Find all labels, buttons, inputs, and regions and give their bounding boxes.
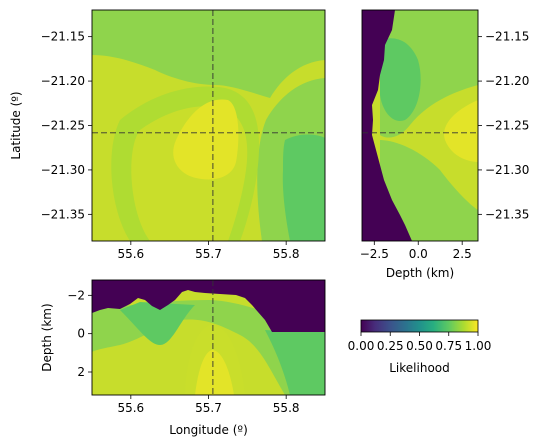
longitude-ticks: 55.6 55.7 55.8 −2 0 2 (67, 288, 299, 415)
depth-ticks: −2.5 0.0 2.5 −21.15 −21.20 −21.25 −21.30 −21.35 (360, 30, 530, 261)
colorbar-tick-label: 0.75 (435, 339, 462, 353)
depth-ytick-label: −21.25 (485, 119, 529, 133)
map-ylabel: Latitude (º) (9, 91, 23, 159)
colorbar-tick-label: 0.50 (406, 339, 433, 353)
colorbar-gradient (360, 319, 479, 333)
longitude-xlabel: Longitude (º) (169, 423, 248, 437)
colorbar-label: Likelihood (389, 361, 450, 375)
depth-xtick-label: 2.5 (453, 247, 472, 261)
depth-xtick-label: 0.0 (409, 247, 428, 261)
longitude-contours (92, 280, 325, 395)
depth-panel: −2.5 0.0 2.5 −21.15 −21.20 −21.25 −21.30 −21.35… (360, 9, 530, 280)
map-ytick-label: −21.15 (41, 30, 85, 44)
colorbar-ticks: 0.00 0.25 0.50 0.75 1.00 (348, 332, 492, 353)
longitude-xtick-label: 55.7 (195, 401, 222, 415)
depth-ytick-label: −21.20 (485, 74, 529, 88)
map-xtick-label: 55.8 (273, 247, 300, 261)
depth-contours (362, 10, 478, 241)
map-ytick-label: −21.20 (41, 74, 85, 88)
depth-ytick-label: −21.35 (485, 207, 529, 221)
map-contour-north (92, 10, 325, 98)
longitude-ylabel: Depth (km) (40, 303, 54, 371)
colorbar-tick-label: 0.25 (377, 339, 404, 353)
longitude-xtick-label: 55.6 (117, 401, 144, 415)
depth-contour-east-peak (444, 100, 478, 162)
colorbar-tick-label: 0.00 (348, 339, 375, 353)
depth-xtick-label: −2.5 (360, 247, 389, 261)
longitude-ytick-label: 0 (77, 327, 85, 341)
longitude-contour-peak (195, 350, 234, 395)
longitude-contour-nodata (92, 280, 325, 332)
map-contour-east-low (282, 134, 325, 241)
depth-contour-low-center (380, 38, 421, 121)
colorbar: 0.00 0.25 0.50 0.75 1.00 Likelihood (348, 319, 492, 375)
map-ytick-label: −21.25 (41, 119, 85, 133)
map-ticks: 55.6 55.7 55.8 −21.15 −21.20 −21.25 −21.30 −21.… (41, 30, 300, 261)
colorbar-tick-label: 1.00 (465, 339, 492, 353)
map-xtick-label: 55.6 (117, 247, 144, 261)
longitude-contour-east (265, 330, 325, 395)
map-panel: 55.6 55.7 55.8 −21.15 −21.20 −21.25 −21.30 −21.… (9, 9, 326, 261)
depth-contour-lower (380, 140, 478, 241)
longitude-xtick-label: 55.8 (273, 401, 300, 415)
depth-ytick-label: −21.30 (485, 163, 529, 177)
map-ytick-label: −21.35 (41, 207, 85, 221)
longitude-ytick-label: −2 (67, 288, 85, 302)
longitude-ytick-label: 2 (77, 365, 85, 379)
depth-ytick-label: −21.15 (485, 30, 529, 44)
map-contours (92, 10, 325, 241)
map-contour-peak (173, 99, 239, 180)
longitude-panel: 55.6 55.7 55.8 −2 0 2 Longitude (º) Depth (km… (40, 279, 326, 437)
depth-contour-nodata (362, 10, 412, 241)
map-ytick-label: −21.30 (41, 163, 85, 177)
longitude-contour-bowl (120, 302, 195, 345)
depth-xlabel: Depth (km) (386, 266, 454, 280)
map-xtick-label: 55.7 (195, 247, 222, 261)
